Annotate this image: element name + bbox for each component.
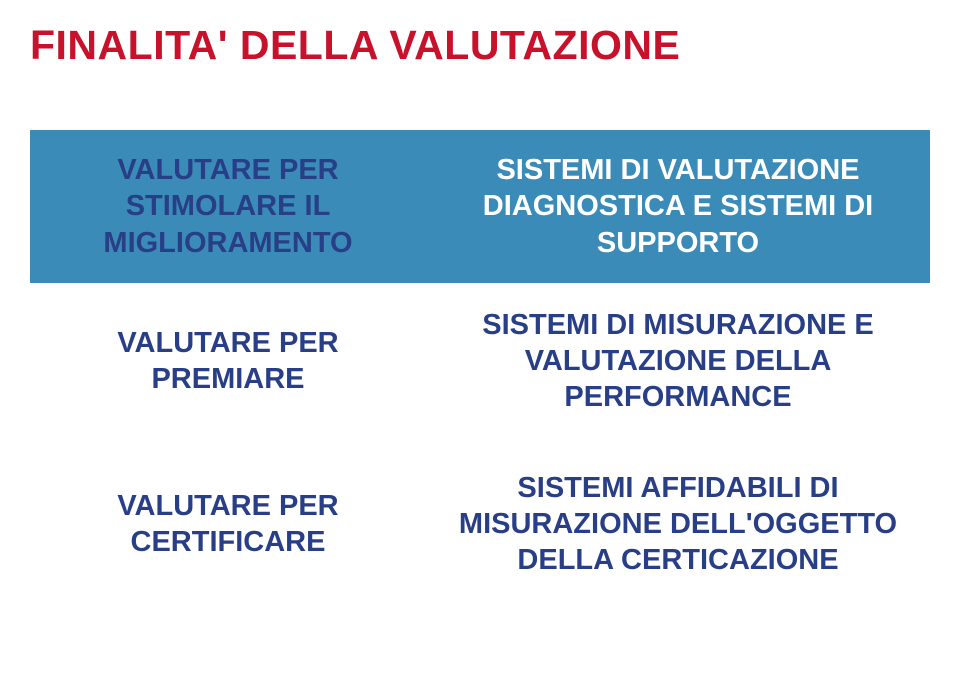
table-cell-right: SISTEMI DI VALUTAZIONE DIAGNOSTICA E SIS… bbox=[426, 130, 930, 283]
page-title: FINALITA' DELLA VALUTAZIONE bbox=[30, 22, 930, 69]
table-row: VALUTARE PER CERTIFICARE SISTEMI AFFIDAB… bbox=[30, 440, 930, 589]
table-cell-right: SISTEMI AFFIDABILI DI MISURAZIONE DELL'O… bbox=[426, 440, 930, 589]
table-row: VALUTARE PER PREMIARE SISTEMI DI MISURAZ… bbox=[30, 289, 930, 434]
finalita-table: VALUTARE PER STIMOLARE IL MIGLIORAMENTO … bbox=[30, 124, 930, 594]
table-cell-right: SISTEMI DI MISURAZIONE E VALUTAZIONE DEL… bbox=[426, 289, 930, 434]
table-row: VALUTARE PER STIMOLARE IL MIGLIORAMENTO … bbox=[30, 130, 930, 283]
table-cell-left: VALUTARE PER STIMOLARE IL MIGLIORAMENTO bbox=[30, 130, 426, 283]
table-cell-left: VALUTARE PER CERTIFICARE bbox=[30, 440, 426, 589]
table-cell-left: VALUTARE PER PREMIARE bbox=[30, 289, 426, 434]
